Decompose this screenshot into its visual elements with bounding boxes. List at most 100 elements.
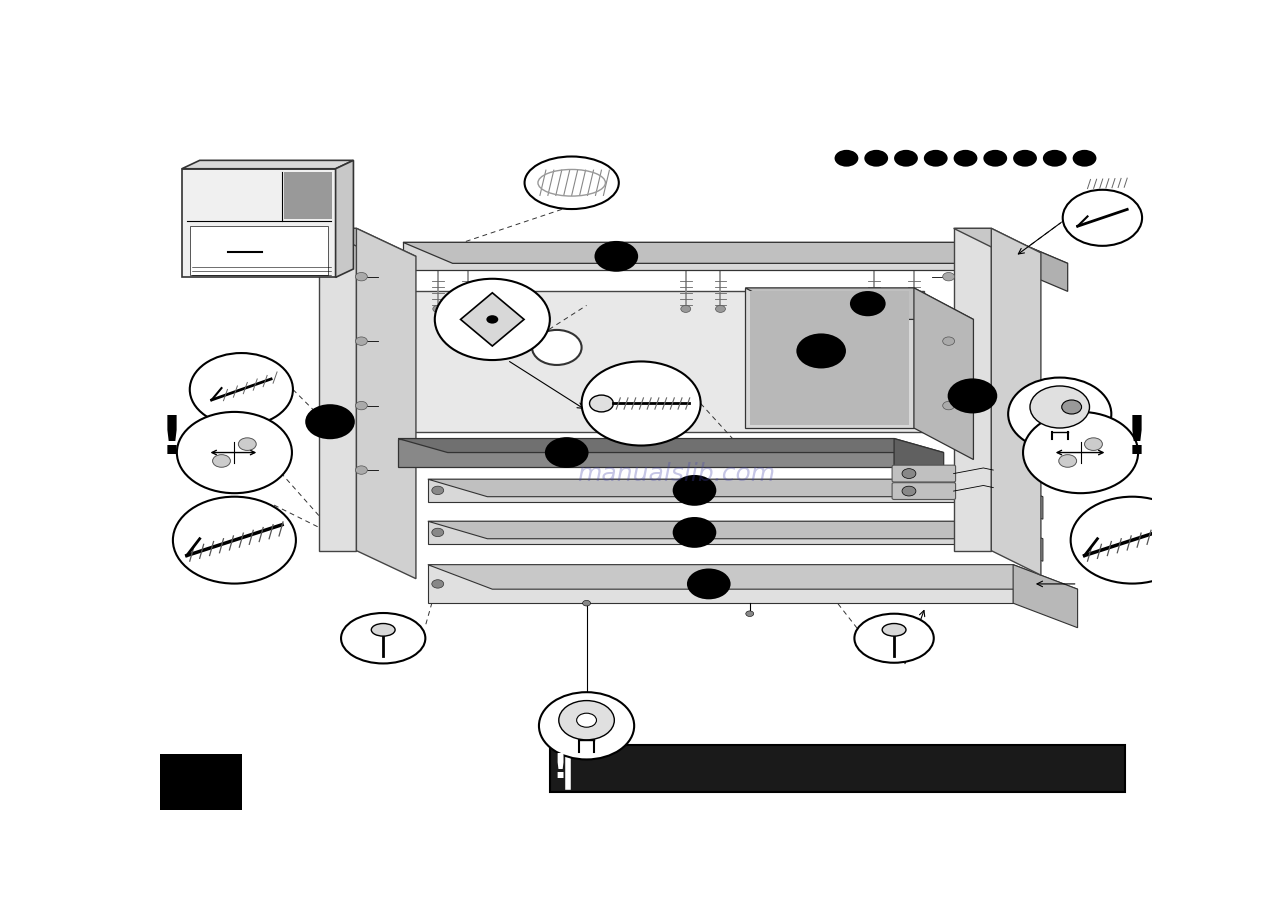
Polygon shape xyxy=(335,160,353,278)
Polygon shape xyxy=(356,228,416,579)
Text: !: ! xyxy=(552,752,567,785)
FancyBboxPatch shape xyxy=(892,482,956,500)
Circle shape xyxy=(1084,438,1102,450)
Text: !: ! xyxy=(1125,412,1149,464)
Circle shape xyxy=(539,693,634,760)
Polygon shape xyxy=(991,228,1041,575)
Circle shape xyxy=(1062,190,1142,246)
Polygon shape xyxy=(1014,564,1078,628)
Circle shape xyxy=(895,150,918,167)
Polygon shape xyxy=(745,288,974,319)
Ellipse shape xyxy=(371,623,396,636)
Circle shape xyxy=(902,469,916,479)
Circle shape xyxy=(687,569,731,600)
Circle shape xyxy=(1030,386,1089,428)
Circle shape xyxy=(716,306,726,312)
Circle shape xyxy=(673,517,717,548)
Circle shape xyxy=(238,438,256,450)
Polygon shape xyxy=(745,288,914,428)
Polygon shape xyxy=(428,521,1043,539)
Circle shape xyxy=(1059,455,1076,467)
Bar xyxy=(160,753,242,810)
Polygon shape xyxy=(403,242,1018,270)
Circle shape xyxy=(486,315,498,324)
Ellipse shape xyxy=(882,623,906,636)
Polygon shape xyxy=(983,480,1043,519)
Text: manualslib.com: manualslib.com xyxy=(577,461,774,486)
Circle shape xyxy=(212,455,230,467)
Polygon shape xyxy=(954,228,991,551)
Circle shape xyxy=(590,395,613,412)
Polygon shape xyxy=(461,293,524,346)
Circle shape xyxy=(947,379,997,413)
Circle shape xyxy=(942,401,955,410)
Circle shape xyxy=(681,306,691,312)
Circle shape xyxy=(431,528,444,537)
Circle shape xyxy=(189,353,293,426)
Circle shape xyxy=(305,404,355,440)
Polygon shape xyxy=(182,160,353,168)
Polygon shape xyxy=(428,564,1078,589)
Bar xyxy=(550,744,1125,793)
Polygon shape xyxy=(983,521,1043,561)
Polygon shape xyxy=(954,228,1041,253)
Polygon shape xyxy=(319,228,356,551)
Polygon shape xyxy=(750,291,909,424)
Circle shape xyxy=(532,330,581,365)
Polygon shape xyxy=(428,564,1014,603)
Circle shape xyxy=(582,601,590,606)
Circle shape xyxy=(983,150,1007,167)
Circle shape xyxy=(594,241,639,272)
Circle shape xyxy=(1061,400,1082,414)
Circle shape xyxy=(1023,412,1138,493)
Polygon shape xyxy=(428,521,983,543)
Polygon shape xyxy=(182,168,335,278)
Circle shape xyxy=(356,466,367,474)
Circle shape xyxy=(909,306,919,312)
Circle shape xyxy=(1014,150,1037,167)
Polygon shape xyxy=(428,480,1043,497)
Polygon shape xyxy=(398,439,895,467)
Circle shape xyxy=(431,486,444,495)
Circle shape xyxy=(850,291,886,317)
Circle shape xyxy=(954,150,978,167)
Circle shape xyxy=(942,337,955,345)
Circle shape xyxy=(942,466,955,474)
Polygon shape xyxy=(1018,242,1068,291)
Circle shape xyxy=(177,412,292,493)
Circle shape xyxy=(1073,150,1097,167)
Ellipse shape xyxy=(340,613,425,663)
Circle shape xyxy=(173,497,296,583)
Polygon shape xyxy=(319,228,416,257)
Circle shape xyxy=(433,306,443,312)
Circle shape xyxy=(796,333,846,369)
Polygon shape xyxy=(369,291,924,431)
Circle shape xyxy=(1043,150,1066,167)
Polygon shape xyxy=(398,439,943,452)
Circle shape xyxy=(431,580,444,588)
Ellipse shape xyxy=(525,157,618,209)
Circle shape xyxy=(864,150,888,167)
Circle shape xyxy=(746,611,754,616)
Text: !: ! xyxy=(160,412,184,464)
Polygon shape xyxy=(403,242,1068,263)
Circle shape xyxy=(988,306,998,312)
Circle shape xyxy=(356,337,367,345)
Polygon shape xyxy=(428,480,983,501)
Circle shape xyxy=(1070,497,1194,583)
Circle shape xyxy=(435,278,550,360)
Circle shape xyxy=(581,361,700,446)
Polygon shape xyxy=(284,172,332,219)
Polygon shape xyxy=(895,439,943,480)
Circle shape xyxy=(835,150,859,167)
Bar xyxy=(189,226,328,275)
Ellipse shape xyxy=(855,613,934,662)
FancyBboxPatch shape xyxy=(892,465,956,482)
Circle shape xyxy=(924,150,947,167)
Circle shape xyxy=(959,306,969,312)
Circle shape xyxy=(942,272,955,281)
Circle shape xyxy=(902,486,916,496)
Circle shape xyxy=(869,306,879,312)
Polygon shape xyxy=(914,288,974,460)
Circle shape xyxy=(1009,378,1111,450)
